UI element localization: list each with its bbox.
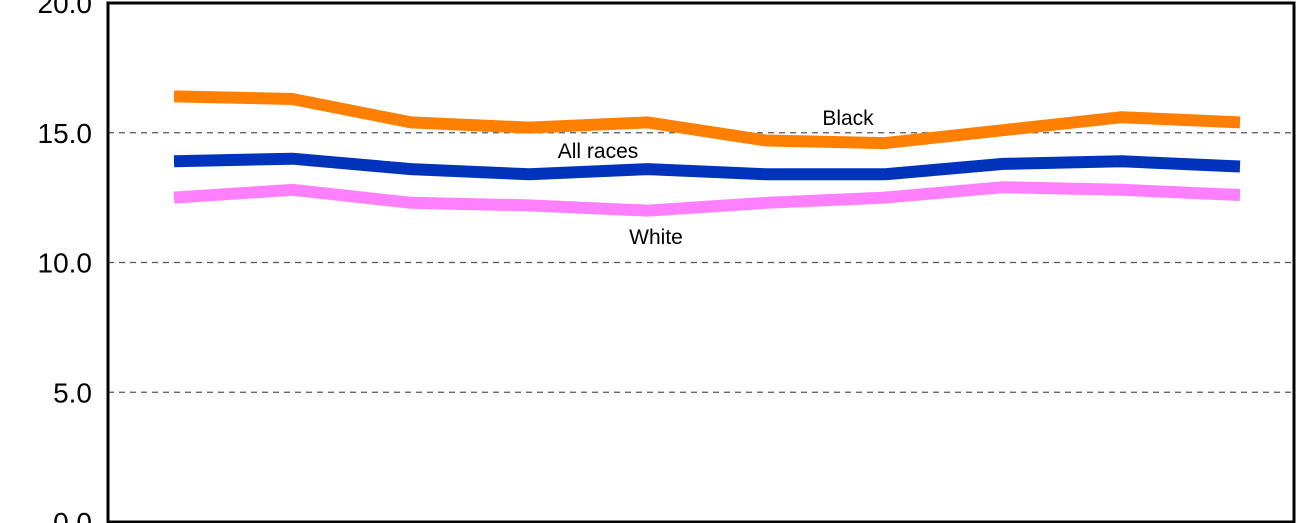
y-tick-label: 10.0 bbox=[38, 248, 93, 279]
series-labels: Black All races White bbox=[558, 107, 874, 249]
y-tick-label: 5.0 bbox=[53, 377, 92, 408]
y-axis-tick-labels: 0.0 5.0 10.0 15.0 20.0 bbox=[38, 0, 93, 523]
series-line-black bbox=[173, 90, 1241, 150]
series-lines bbox=[173, 90, 1241, 217]
y-tick-label: 15.0 bbox=[38, 118, 93, 149]
y-tick-label: 0.0 bbox=[53, 507, 92, 523]
series-label-all-races: All races bbox=[558, 140, 639, 163]
y-tick-label: 20.0 bbox=[38, 0, 93, 19]
plot-area-frame bbox=[106, 1, 1296, 523]
series-label-black: Black bbox=[822, 107, 874, 130]
series-line-white bbox=[173, 181, 1241, 217]
series-label-white: White bbox=[629, 226, 683, 249]
series-line-all-races bbox=[173, 152, 1241, 181]
